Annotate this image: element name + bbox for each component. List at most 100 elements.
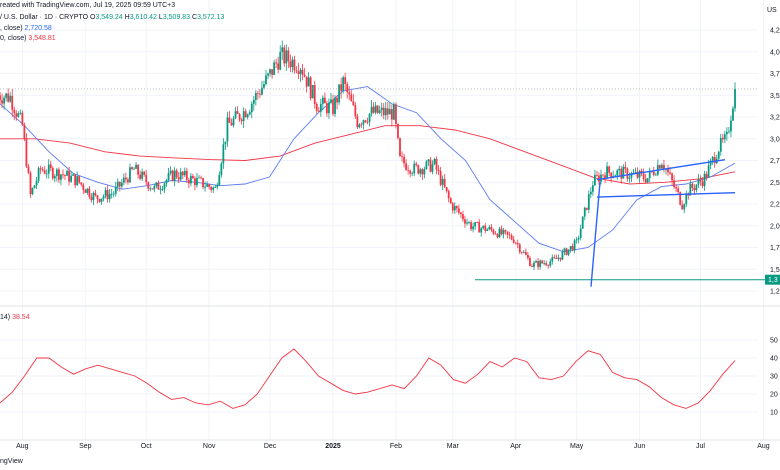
candle-body: [606, 166, 608, 179]
candle-body: [340, 84, 343, 91]
candle-body: [732, 108, 734, 121]
candle-body: [557, 257, 560, 259]
candle-body: [600, 174, 602, 182]
candle-body: [516, 243, 519, 245]
rsi-tick-label: 10: [770, 410, 778, 417]
candle-body: [252, 99, 255, 104]
candle-body: [382, 107, 385, 116]
support-price-tag: [765, 274, 780, 285]
candle-body: [275, 62, 278, 64]
candle-body: [72, 174, 75, 176]
candle-body: [504, 230, 507, 232]
candle-body: [76, 176, 79, 186]
candle-body: [171, 170, 174, 181]
rsi-tick-label: 30: [770, 374, 778, 381]
price-tick-label: 1,5: [770, 267, 780, 274]
candle-body: [234, 111, 237, 119]
candle-body: [514, 242, 517, 244]
candle-body: [129, 167, 131, 183]
candle-body: [658, 165, 661, 169]
candle-body: [725, 131, 728, 135]
candle-body: [346, 83, 349, 93]
candle-body: [671, 173, 673, 181]
candle-body: [259, 93, 261, 95]
candle-body: [244, 111, 247, 118]
candle-body: [82, 184, 85, 190]
candle-body: [165, 179, 168, 184]
candle-body: [669, 172, 671, 174]
candle-body: [569, 246, 572, 250]
candle-body: [622, 166, 625, 179]
candle-body: [399, 138, 401, 157]
candle-body: [212, 187, 215, 190]
candle-body: [114, 186, 117, 194]
candle-body: [713, 156, 716, 164]
time-tick-label: Dec: [264, 443, 277, 450]
candle-body: [681, 204, 684, 210]
candle-body: [254, 92, 257, 100]
time-tick-label: Feb: [390, 443, 402, 450]
candle-body: [654, 174, 657, 176]
rsi-tick-label: 20: [770, 392, 778, 399]
time-tick-label: Nov: [203, 443, 216, 450]
ma-fast-legend[interactable]: , close) 2,720.58: [0, 25, 52, 32]
candle-body: [376, 105, 379, 113]
ma-fast-value: 2,720.58: [24, 25, 52, 32]
candle-body: [90, 196, 93, 201]
candle-body: [307, 77, 310, 87]
candle-body: [303, 74, 306, 77]
candle-body: [265, 75, 267, 85]
candle-body: [118, 181, 121, 187]
candle-body: [386, 108, 389, 115]
candle-body: [189, 175, 192, 184]
candle-body: [464, 219, 466, 224]
candle-body: [616, 170, 619, 176]
candle-body: [518, 244, 521, 252]
candle-body: [522, 251, 525, 253]
candle-body: [145, 174, 148, 183]
footer-brand: ngView: [0, 458, 23, 465]
candle-body: [194, 178, 196, 186]
candle-body: [427, 159, 430, 162]
candle-body: [571, 246, 574, 251]
candle-body: [411, 173, 414, 175]
channel-lower-line: [596, 191, 736, 198]
candle-body: [338, 84, 340, 103]
candle-body: [462, 214, 464, 220]
candle-body: [445, 187, 448, 192]
candle-body: [508, 234, 511, 236]
candle-body: [74, 174, 77, 186]
candle-body: [673, 180, 675, 188]
candle-body: [323, 97, 326, 104]
candle-body: [535, 261, 537, 263]
rsi-legend[interactable]: 14) 38.54: [0, 314, 30, 321]
candle-body: [313, 85, 316, 104]
candle-body: [620, 168, 623, 179]
candle-body: [348, 92, 351, 95]
rsi-value: 38.54: [12, 314, 30, 321]
candle-body: [19, 112, 22, 114]
candle-body: [372, 106, 375, 113]
price-tick-label: 2,0: [770, 223, 780, 230]
candle-body: [125, 177, 127, 180]
candle-body: [441, 178, 444, 185]
candle-body: [537, 261, 539, 267]
close-value: 3,572.13: [197, 14, 225, 21]
candle-body: [502, 230, 505, 235]
candle-body: [419, 169, 422, 174]
candle-body: [297, 71, 300, 74]
candle-body: [49, 164, 52, 168]
time-axis: Aug Sep Oct Nov Dec 2025 Feb Mar Apr May Jun Jul Aug: [16, 443, 770, 450]
candle-body: [701, 181, 704, 186]
candle-body: [45, 173, 48, 175]
candle-body: [500, 228, 503, 235]
candle-body: [370, 106, 373, 114]
candle-body: [648, 170, 651, 179]
candle-body: [149, 188, 152, 190]
candle-body: [431, 164, 434, 172]
ma-slow-legend[interactable]: 0, close) 3,548.81: [0, 35, 56, 42]
candle-body: [693, 187, 696, 191]
ma-slow-value: 3,548.81: [28, 35, 56, 42]
candle-body: [267, 73, 269, 76]
price-tick-label: 4,2: [770, 28, 780, 35]
